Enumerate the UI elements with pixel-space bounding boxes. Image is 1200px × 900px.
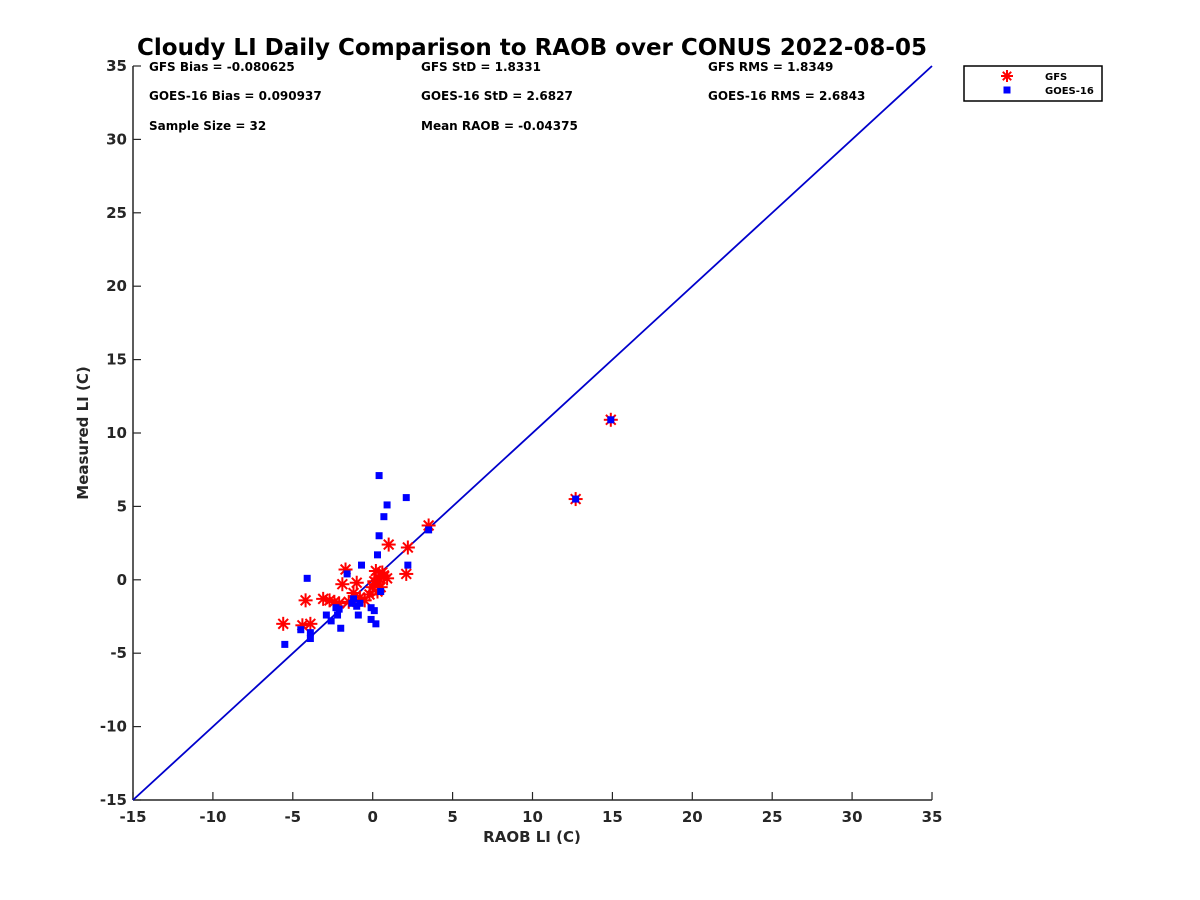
goes16-point: [367, 615, 375, 623]
x-tick-label: -10: [199, 808, 226, 826]
stat-label: GOES-16 RMS = 2.6843: [708, 89, 865, 103]
goes16-point: [375, 472, 383, 480]
axes: -15 -10 -5 0 5 10 15 20 25 30 35 -15 -10 -5 0 5 10 15 20 25…: [100, 57, 943, 826]
one-to-one-line: [132, 65, 933, 801]
series-gfs: [276, 412, 618, 633]
gfs-point: [381, 537, 396, 552]
goes16-point: [402, 494, 410, 502]
stat-label: Mean RAOB = -0.04375: [421, 119, 578, 133]
gfs-point: [399, 566, 414, 581]
legend-box: [963, 65, 1103, 102]
goes16-point: [370, 607, 378, 615]
legend: GFS GOES-16: [963, 65, 1103, 102]
legend-gfs-label: GFS: [1045, 72, 1067, 83]
y-tick-label: -5: [110, 644, 127, 662]
reference-line-group: [132, 65, 933, 801]
y-tick-label: 30: [106, 130, 127, 148]
x-tick-label: -15: [119, 808, 146, 826]
goes16-point: [327, 617, 335, 625]
x-tick-label: 0: [367, 808, 377, 826]
x-axis-label: RAOB LI (C): [483, 828, 581, 846]
legend-goes16-label: GOES-16: [1045, 86, 1094, 97]
goes16-point: [404, 561, 412, 569]
y-tick-label: 15: [106, 351, 127, 369]
goes16-point: [356, 599, 364, 607]
goes16-point: [372, 620, 380, 628]
goes16-point: [343, 570, 351, 578]
goes16-point: [297, 626, 305, 634]
legend-goes16-marker: [1003, 86, 1011, 94]
goes16-point: [572, 495, 580, 503]
goes16-point: [354, 611, 362, 619]
x-tick-label: 25: [762, 808, 783, 826]
stat-label: GOES-16 StD = 2.6827: [421, 89, 573, 103]
goes16-point: [322, 611, 330, 619]
x-tick-label: 10: [522, 808, 543, 826]
y-tick-label: 5: [117, 497, 127, 515]
data-series-group: [276, 412, 618, 648]
gfs-point: [303, 616, 318, 631]
stat-label: GFS Bias = -0.080625: [149, 60, 295, 74]
goes16-point: [375, 532, 383, 540]
x-tick-label: 35: [922, 808, 943, 826]
goes16-point: [377, 588, 385, 596]
x-tick-label: 20: [682, 808, 703, 826]
goes16-point: [607, 416, 615, 424]
chart-title: Cloudy LI Daily Comparison to RAOB over …: [137, 35, 927, 61]
x-tick-label: 5: [447, 808, 457, 826]
goes16-point: [334, 611, 342, 619]
goes16-point: [380, 513, 388, 521]
y-tick-label: 25: [106, 204, 127, 222]
series-goes16: [281, 416, 615, 648]
y-tick-label: 0: [117, 571, 127, 589]
gfs-point: [335, 577, 350, 592]
gfs-point: [400, 540, 415, 555]
y-tick-label: 20: [106, 277, 127, 295]
gfs-point: [380, 571, 395, 586]
goes16-point: [350, 595, 358, 603]
gfs-point: [298, 593, 313, 608]
gfs-point: [349, 575, 364, 590]
goes16-point: [358, 561, 366, 569]
y-tick-label: 35: [106, 57, 127, 75]
y-axis-label: Measured LI (C): [74, 366, 92, 499]
x-tick-label: 30: [842, 808, 863, 826]
goes16-point: [306, 635, 314, 643]
goes16-point: [303, 574, 311, 582]
stat-label: GOES-16 Bias = 0.090937: [149, 89, 322, 103]
goes16-point: [348, 599, 356, 607]
goes16-point: [425, 526, 433, 534]
goes16-point: [337, 624, 345, 632]
goes16-point: [306, 629, 314, 637]
stat-label: GFS RMS = 1.8349: [708, 60, 833, 74]
stat-label: Sample Size = 32: [149, 119, 266, 133]
y-tick-label: -15: [100, 791, 127, 809]
y-tick-label: -10: [100, 718, 127, 736]
goes16-point: [373, 551, 381, 559]
legend-gfs-marker: [1001, 70, 1013, 82]
statistics-annotations: GFS Bias = -0.080625 GFS StD = 1.8331 GFS …: [149, 60, 865, 133]
x-tick-label: -5: [284, 808, 301, 826]
stat-label: GFS StD = 1.8331: [421, 60, 541, 74]
goes16-point: [383, 501, 391, 509]
x-tick-label: 15: [602, 808, 623, 826]
goes16-point: [335, 605, 343, 613]
y-tick-label: 10: [106, 424, 127, 442]
goes16-point: [281, 640, 289, 648]
gfs-point: [276, 616, 291, 631]
